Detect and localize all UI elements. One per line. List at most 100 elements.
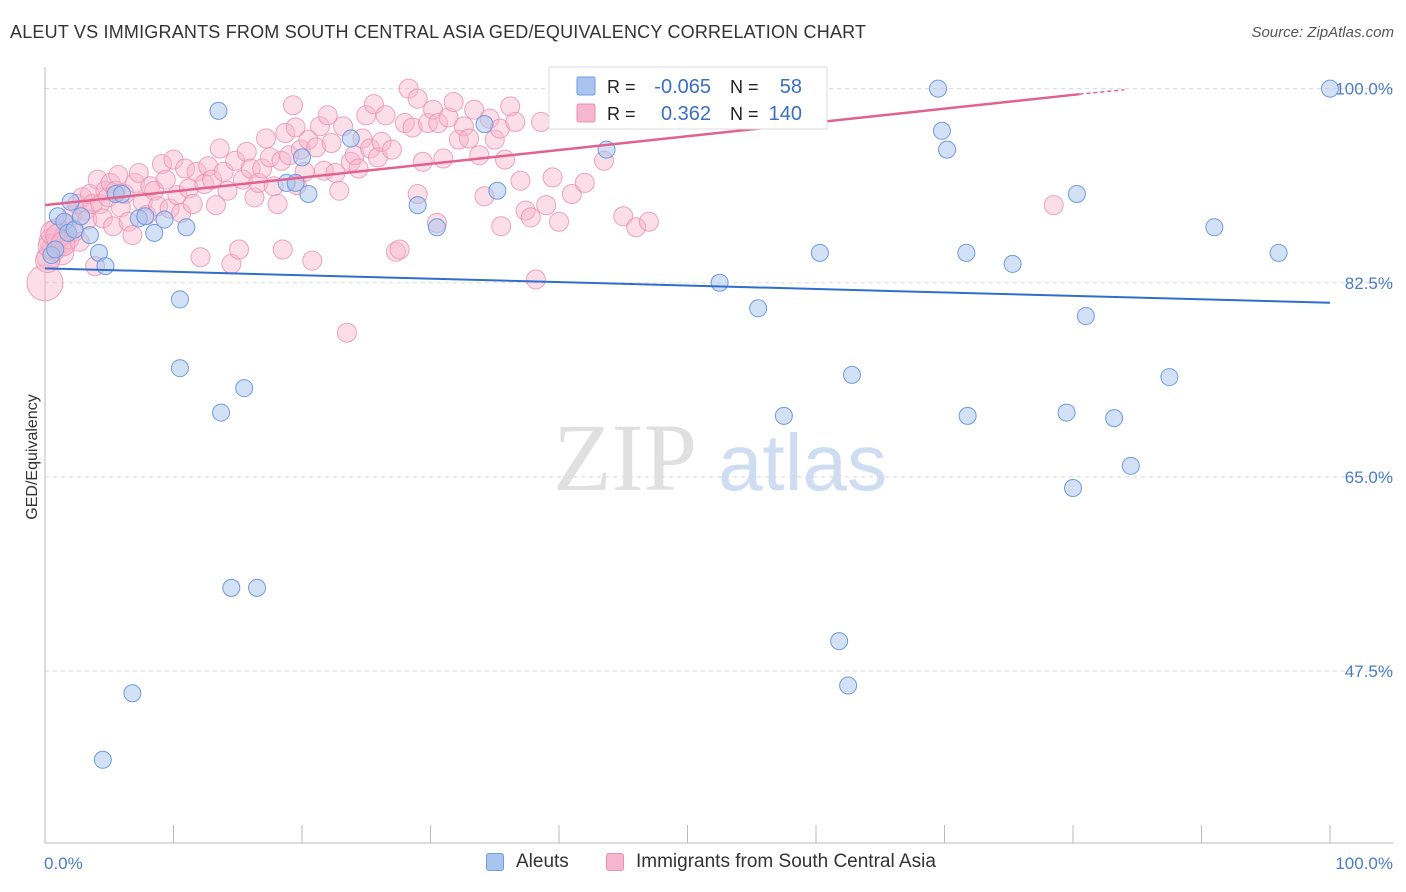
- blue-point: [488, 181, 507, 200]
- trend-lines: [44, 89, 1331, 304]
- blue-point: [170, 290, 189, 309]
- blue-point: [80, 226, 99, 245]
- pink-point: [175, 158, 196, 179]
- pink-point: [500, 96, 521, 117]
- blue-point: [958, 406, 977, 425]
- blue-point: [93, 750, 112, 769]
- pink-point: [448, 129, 469, 150]
- y-axis-label: GED/Equivalency: [24, 394, 41, 519]
- legend-swatch-pink: [576, 103, 596, 123]
- pink-point: [122, 225, 143, 246]
- legend-r-value-2: 0.362: [661, 103, 711, 125]
- blue-point: [71, 207, 90, 226]
- bottom-legend-item-immigrants: Immigrants from South Central Asia: [606, 851, 936, 873]
- legend-n-value-1: 58: [780, 76, 802, 98]
- legend-n-label-2: N =: [730, 104, 759, 124]
- pink-point: [124, 172, 145, 193]
- pink-point: [103, 216, 124, 237]
- trend-line-aleuts: [44, 267, 1331, 304]
- pink-point: [198, 156, 219, 177]
- pink-point: [306, 137, 327, 158]
- bottom-legend-item-aleuts: Aleuts: [486, 851, 569, 873]
- blue-point: [839, 676, 858, 695]
- pink-point: [484, 129, 505, 150]
- pink-point: [309, 116, 330, 137]
- blue-point: [774, 406, 793, 425]
- pink-point: [638, 211, 659, 232]
- blue-point: [136, 207, 155, 226]
- pink-point: [385, 241, 406, 262]
- blue-point: [177, 218, 196, 237]
- y-tick-label-3: 47.5%: [1345, 662, 1393, 681]
- bottom-legend: Aleuts Immigrants from South Central Asi…: [0, 851, 1406, 881]
- blue-point: [299, 185, 318, 204]
- blue-point: [113, 185, 132, 204]
- blue-point: [810, 243, 829, 262]
- blue-point: [427, 218, 446, 237]
- blue-point: [929, 79, 948, 98]
- blue-point: [710, 273, 729, 292]
- legend-swatch-blue: [576, 76, 596, 96]
- pink-point: [329, 180, 350, 201]
- blue-point: [155, 210, 174, 229]
- pink-point: [542, 167, 563, 188]
- pink-point: [151, 154, 172, 175]
- pink-point: [443, 91, 464, 112]
- pink-point: [505, 111, 526, 132]
- blue-point: [408, 196, 427, 215]
- legend-n-label-1: N =: [730, 77, 759, 97]
- blue-point: [248, 578, 267, 597]
- blue-point: [170, 359, 189, 378]
- pink-point: [182, 194, 203, 215]
- blue-point: [123, 684, 142, 703]
- blue-point: [938, 140, 957, 159]
- blue-point: [341, 129, 360, 148]
- pink-point: [402, 117, 423, 138]
- trend-line-immigrants: [44, 92, 1080, 207]
- pink-point: [128, 162, 149, 183]
- bottom-legend-label-immigrants: Immigrants from South Central Asia: [636, 851, 936, 872]
- pink-point: [275, 123, 296, 144]
- pink-point: [626, 217, 647, 238]
- legend-n-value-2: 140: [769, 103, 802, 125]
- blue-point: [145, 223, 164, 242]
- pink-point: [155, 169, 176, 190]
- bottom-legend-label-aleuts: Aleuts: [516, 851, 569, 872]
- pink-point: [236, 141, 257, 162]
- tick-labels: 100.0% 82.5% 65.0% 47.5% 0.0% 100.0%: [44, 80, 1393, 873]
- blue-point: [475, 115, 494, 134]
- blue-point: [1160, 368, 1179, 387]
- bottom-legend-swatch-pink: [606, 853, 624, 871]
- pink-point: [464, 99, 485, 120]
- legend-r-label-1: R =: [607, 77, 636, 97]
- blue-point: [212, 403, 231, 422]
- pink-point: [256, 128, 277, 149]
- pink-point: [205, 195, 226, 216]
- pink-point: [531, 111, 552, 132]
- legend-r-value-1: -0.065: [654, 76, 711, 98]
- source-credit: Source: ZipAtlas.com: [1251, 24, 1394, 41]
- blue-point: [1057, 403, 1076, 422]
- top-legend: R = -0.065 N = 58 R = 0.362 N = 140: [548, 66, 828, 130]
- pink-point: [26, 264, 64, 302]
- watermark: ZIP atlas: [553, 404, 887, 511]
- pink-point: [108, 165, 129, 186]
- blue-point: [1121, 456, 1140, 475]
- pink-point: [459, 128, 480, 149]
- blue-point: [1064, 479, 1082, 498]
- pink-point: [371, 131, 392, 152]
- y-tick-label-2: 65.0%: [1345, 468, 1393, 487]
- blue-point: [932, 121, 951, 140]
- pink-point: [515, 200, 536, 221]
- pink-point: [190, 247, 211, 268]
- bottom-legend-swatch-blue: [486, 853, 504, 871]
- blue-point: [1076, 307, 1095, 326]
- pink-point: [407, 88, 428, 109]
- pink-point: [453, 116, 474, 137]
- blue-point: [46, 240, 65, 259]
- blue-point: [1269, 243, 1288, 262]
- axis-layer: [44, 67, 1393, 844]
- blue-point: [1205, 218, 1224, 237]
- pink-point: [433, 148, 454, 169]
